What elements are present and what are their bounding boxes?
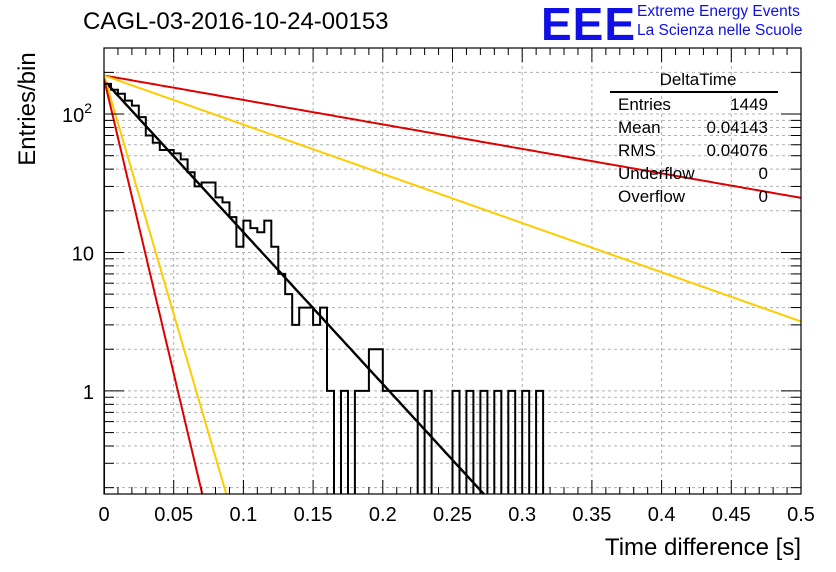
x-tick-label: 0.4	[648, 504, 676, 526]
x-axis-label: Time difference [s]	[604, 534, 801, 561]
stats-value: 0.04143	[706, 118, 768, 137]
stats-value: 0.04076	[706, 141, 768, 160]
x-tick-label: 0.2	[369, 504, 397, 526]
stats-row-mean: Mean 0.04143	[610, 116, 778, 139]
stats-row-entries: Entries 1449	[610, 93, 778, 116]
fit-curve-red-slow	[104, 74, 801, 199]
x-tick-label: 0.1	[229, 504, 257, 526]
stats-label: RMS	[618, 141, 656, 160]
x-tick-label: 0.35	[572, 504, 611, 526]
stats-row-rms: RMS 0.04076	[610, 139, 778, 162]
fit-curve-orange-slow	[104, 74, 801, 323]
x-tick-label: 0	[98, 504, 109, 526]
stats-row-underflow: Underflow 0	[610, 162, 778, 185]
x-tick-label: 0.45	[712, 504, 751, 526]
eee-logo: EEE	[541, 0, 637, 50]
x-tick-label: 0.05	[154, 504, 193, 526]
y-axis-label: Entries/bin	[14, 52, 41, 166]
histogram-steps	[104, 82, 545, 494]
y-tick-label: 1	[83, 382, 94, 404]
stats-value: 0	[758, 164, 768, 183]
stats-box: DeltaTime Entries 1449 Mean 0.04143 RMS …	[610, 69, 778, 208]
stats-value: 0	[758, 187, 768, 206]
y-tick-label: 102	[62, 100, 92, 127]
stats-label: Mean	[618, 118, 661, 137]
x-tick-label: 0.5	[787, 504, 815, 526]
stats-box-title: DeltaTime	[610, 69, 778, 93]
stats-row-overflow: Overflow 0	[610, 185, 778, 208]
stats-label: Overflow	[618, 187, 686, 206]
x-tick-label: 0.25	[433, 504, 472, 526]
stats-label: Entries	[618, 95, 671, 114]
fit-curve-orange-fast	[104, 75, 228, 494]
stats-value: 1449	[730, 95, 768, 114]
run-title: CAGL-03-2016-10-24-00153	[83, 8, 389, 35]
stats-label: Underflow	[618, 164, 695, 183]
y-tick-label: 10	[72, 243, 94, 265]
logo-line-2: La Scienza nelle Scuole	[637, 22, 803, 39]
x-tick-label: 0.15	[294, 504, 333, 526]
fit-curve-red-fast	[104, 78, 204, 494]
x-tick-label: 0.3	[508, 504, 536, 526]
logo-line-1: Extreme Energy Events	[637, 3, 800, 20]
